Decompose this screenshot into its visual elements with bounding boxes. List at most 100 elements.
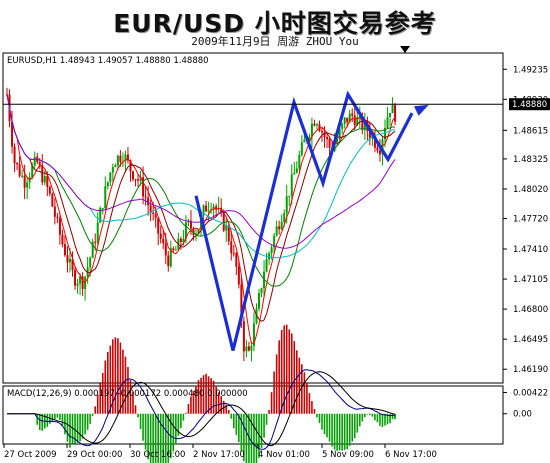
candle-body (222, 211, 225, 231)
candle-body (310, 123, 313, 137)
candle-body (63, 244, 66, 256)
candle-body (250, 346, 253, 351)
candle-body (295, 168, 298, 173)
y-tick-label: 1.48325 (513, 155, 548, 165)
candle-body (81, 276, 84, 289)
candle-body (235, 253, 238, 267)
candle-body (336, 138, 339, 144)
x-tick-label: 6 Nov 17:00 (385, 450, 437, 460)
candle-body (353, 115, 356, 125)
y-tick-label: 1.46190 (513, 365, 548, 375)
candle-body (101, 208, 104, 210)
current-price-box (509, 98, 550, 111)
trend-zigzag-annotation (194, 90, 414, 351)
macd-signal-line (7, 371, 396, 447)
candle-body (126, 154, 129, 161)
candle-body (106, 182, 109, 187)
candle-body (232, 253, 235, 255)
candle-body (348, 113, 351, 123)
candle-body (137, 179, 140, 181)
candle-body (197, 229, 200, 234)
candle-body (381, 139, 384, 155)
candle-body (152, 212, 155, 215)
candle-body (144, 196, 147, 198)
macd-y-tick-label: 0.00422 (513, 388, 548, 398)
candle-body (260, 288, 263, 294)
candle-body (119, 155, 122, 162)
candle-body (147, 197, 150, 206)
candle-body (53, 206, 56, 217)
candle-body (154, 214, 157, 218)
candle-body (270, 247, 273, 254)
candle-body (275, 226, 278, 236)
candle-body (104, 186, 107, 209)
candle-body (11, 121, 14, 147)
candle-body (114, 165, 117, 168)
candle-body (373, 135, 376, 148)
candle-body (159, 233, 162, 239)
y-tick-label: 1.48020 (513, 185, 548, 195)
candle-body (298, 155, 301, 169)
macd-y-tick-label: 0.00 (513, 410, 532, 420)
candle-body (26, 182, 29, 188)
candle-body (326, 137, 329, 140)
macd-line (7, 369, 396, 450)
candle-body (278, 226, 281, 230)
candle-body (280, 221, 283, 230)
candle-body (16, 163, 19, 165)
candle-body (205, 205, 208, 212)
candle-body (13, 146, 16, 164)
candle-body (182, 238, 185, 242)
candle-body (111, 167, 114, 173)
candle-body (376, 147, 379, 151)
current-price-label: 1.48880 (512, 100, 547, 110)
y-tick-label: 1.48615 (513, 126, 548, 136)
candle-body (58, 217, 61, 235)
candle-body (33, 156, 36, 166)
candle-body (368, 130, 371, 139)
candle-body (134, 179, 137, 181)
candle-body (263, 271, 266, 289)
candle-body (116, 155, 119, 166)
candle-body (142, 177, 145, 197)
x-tick-label: 4 Nov 01:00 (258, 450, 310, 460)
candle-body (363, 121, 366, 130)
candle-body (94, 241, 97, 243)
candle-body (109, 172, 112, 183)
candle-body (386, 117, 389, 129)
candle-body (220, 207, 223, 212)
candle-body (167, 255, 170, 267)
candle-body (323, 132, 326, 138)
y-tick-label: 1.47410 (513, 245, 548, 255)
candle-body (313, 123, 316, 126)
candle-body (212, 206, 215, 210)
candle-body (273, 235, 276, 248)
moving-average-line (6, 94, 396, 322)
candle-body (245, 346, 248, 352)
y-tick-label: 1.46495 (513, 335, 548, 345)
candle-body (384, 128, 386, 140)
candle-body (321, 130, 323, 133)
candle-body (389, 113, 392, 118)
macd-legend: MACD(12,26,9) 0.000197 -0.000172 0.00048… (7, 389, 248, 399)
candle-body (227, 225, 230, 242)
candle-body (89, 257, 92, 268)
candle-body (61, 234, 64, 245)
candle-body (210, 209, 213, 211)
candle-body (66, 255, 69, 263)
candle-body (41, 165, 44, 183)
candle-body (189, 220, 192, 229)
candle-body (149, 205, 152, 213)
candle-body (124, 154, 127, 162)
x-tick-label: 2 Nov 17:00 (193, 450, 245, 460)
candle-body (378, 150, 381, 155)
candle-body (285, 196, 288, 214)
candle-body (346, 117, 349, 123)
candle-body (252, 323, 255, 347)
candle-body (328, 139, 331, 148)
candle-body (71, 258, 74, 271)
candle-body (258, 293, 260, 309)
candle-body (237, 266, 240, 285)
candle-body (290, 174, 293, 196)
